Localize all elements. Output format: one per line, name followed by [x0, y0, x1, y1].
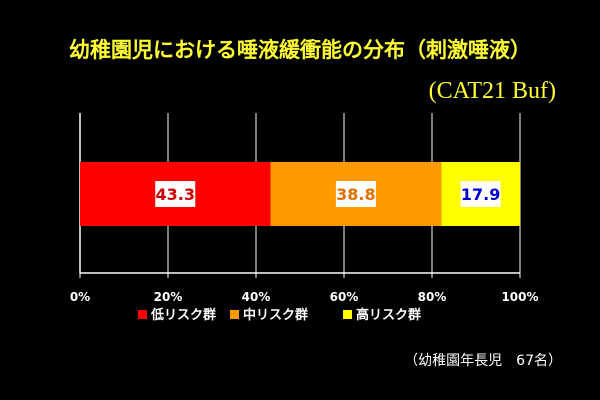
legend-label: 中リスク群: [243, 307, 308, 323]
legend-swatch: [343, 310, 352, 319]
data-label: 43.3: [156, 185, 195, 204]
legend-label: 高リスク群: [356, 307, 421, 323]
x-tick-label: 40%: [242, 290, 271, 304]
legend-swatch: [138, 310, 147, 319]
chart-title: 幼稚園児における唾液緩衝能の分布（刺激唾液）: [69, 38, 531, 62]
data-label-box: [155, 181, 196, 207]
chart-subtitle: (CAT21 Buf): [428, 78, 556, 104]
data-label: 17.9: [461, 185, 500, 204]
x-tick-label: 100%: [501, 290, 538, 304]
data-label-box: [335, 181, 376, 207]
x-tick-label: 80%: [418, 290, 447, 304]
x-tick-label: 60%: [330, 290, 359, 304]
sample-note: （幼稚園年長児 67名）: [404, 353, 562, 369]
data-label-box: [460, 181, 501, 207]
legend-swatch: [230, 310, 239, 319]
x-tick-label: 0%: [70, 290, 90, 304]
data-label: 38.8: [336, 185, 375, 204]
legend-label: 低リスク群: [150, 307, 216, 323]
x-tick-label: 20%: [154, 290, 183, 304]
